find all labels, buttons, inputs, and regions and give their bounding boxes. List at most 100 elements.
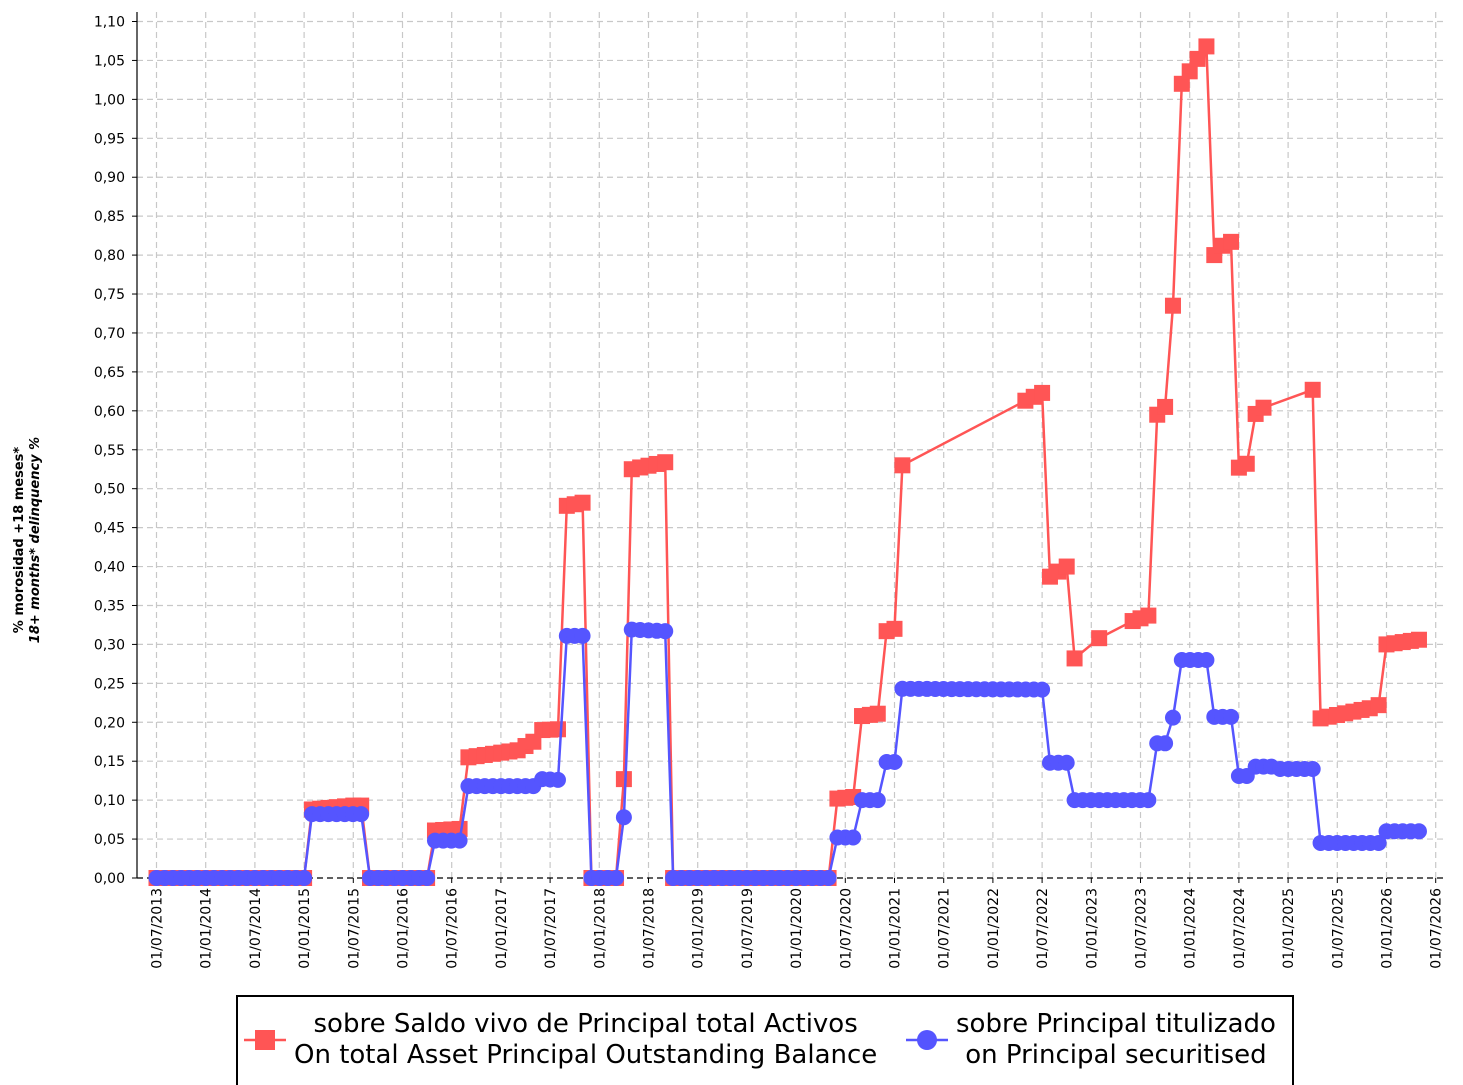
y-tick-label: 0,55 — [94, 443, 125, 459]
y-tick-label: 0,75 — [94, 287, 125, 303]
series-line — [156, 628, 1419, 880]
legend-marker-square-icon — [244, 1030, 286, 1050]
y-tick-label: 0,80 — [94, 248, 125, 264]
data-point — [1091, 630, 1108, 647]
x-tick-label: 01/01/2014 — [199, 888, 215, 969]
data-point — [1140, 792, 1157, 809]
y-tick-label: 0,15 — [94, 754, 125, 770]
y-tick-label: 0,25 — [94, 676, 125, 692]
data-point — [1304, 381, 1321, 398]
data-point — [886, 753, 903, 770]
data-point — [1181, 63, 1198, 80]
data-point — [1058, 754, 1075, 771]
x-tick-label: 01/01/2025 — [1281, 888, 1297, 969]
x-tick-label: 01/07/2022 — [1035, 888, 1051, 969]
data-point — [615, 771, 632, 788]
data-point — [1034, 384, 1051, 401]
data-point — [608, 870, 625, 886]
x-tick-label: 01/01/2026 — [1380, 888, 1396, 969]
data-point — [1173, 75, 1190, 92]
data-point — [1140, 607, 1157, 624]
data-point — [869, 792, 886, 809]
x-tick-label: 01/07/2019 — [740, 888, 756, 969]
x-tick-label: 01/07/2023 — [1134, 888, 1150, 969]
y-axis-label-line1: % morosidad +18 meses* — [12, 446, 27, 634]
chart-legend: sobre Saldo vivo de Principal total Acti… — [236, 995, 1294, 1085]
legend-label-line2: on Principal securitised — [965, 1040, 1267, 1070]
data-point — [657, 623, 674, 640]
x-tick-label: 01/07/2015 — [346, 888, 362, 969]
series-layer — [148, 38, 1427, 886]
x-tick-label: 01/07/2013 — [150, 888, 166, 969]
data-point — [1223, 233, 1240, 250]
y-axis-label-line2: 18+ months* delinquency % — [28, 436, 43, 644]
data-point — [574, 627, 591, 644]
x-tick-label: 01/01/2018 — [592, 888, 608, 969]
data-point — [894, 457, 911, 474]
grid-lines — [137, 12, 1445, 878]
data-point — [1066, 650, 1083, 667]
x-tick-label: 01/07/2017 — [543, 888, 559, 969]
data-point — [657, 454, 674, 471]
data-point — [1164, 297, 1181, 314]
y-tick-label: 0,20 — [94, 715, 125, 731]
delinquency-line-chart: 0,00 0,05 0,10 0,15 0,20 0,25 0,30 0,35 0,40 0,45… — [94, 12, 1445, 969]
x-tick-label: 01/07/2020 — [838, 888, 854, 969]
x-tick-label: 01/07/2018 — [642, 888, 658, 969]
x-tick-label: 01/01/2015 — [297, 888, 313, 969]
y-tick-labels: 0,00 0,05 0,10 0,15 0,20 0,25 0,30 0,35 0,40 0,45… — [94, 15, 125, 888]
data-point — [1370, 697, 1387, 714]
x-tick-label: 01/01/2019 — [691, 888, 707, 969]
legend-marker-circle-icon — [906, 1030, 948, 1050]
y-tick-label: 0,90 — [94, 170, 125, 186]
legend-item-total-assets: sobre Saldo vivo de Principal total Acti… — [244, 1009, 877, 1071]
x-tick-label: 01/07/2024 — [1232, 888, 1248, 969]
x-tick-label: 01/01/2024 — [1183, 888, 1199, 969]
y-tick-label: 0,45 — [94, 521, 125, 537]
y-tick-label: 0,35 — [94, 598, 125, 614]
data-point — [1410, 823, 1427, 840]
y-tick-label: 0,85 — [94, 209, 125, 225]
data-point — [615, 809, 632, 826]
data-point — [1198, 651, 1215, 668]
data-point — [1410, 631, 1427, 648]
series-1 — [148, 621, 1427, 886]
y-tick-label: 0,50 — [94, 482, 125, 498]
data-point — [451, 832, 468, 849]
x-tick-label: 01/07/2026 — [1429, 888, 1445, 969]
x-tick-label: 01/01/2016 — [396, 888, 412, 969]
legend-label-line1: sobre Saldo vivo de Principal total Acti… — [313, 1009, 858, 1039]
data-point — [1157, 398, 1174, 415]
data-point — [1238, 455, 1255, 472]
y-tick-label: 0,70 — [94, 326, 125, 342]
x-tick-label: 01/07/2025 — [1330, 888, 1346, 969]
y-tick-label: 1,10 — [94, 15, 125, 31]
data-point — [886, 620, 903, 637]
x-tick-label: 01/01/2022 — [986, 888, 1002, 969]
y-tick-label: 0,95 — [94, 131, 125, 147]
x-tick-labels: 01/07/2013 01/01/2014 01/07/2014 01/01/2015… — [150, 888, 1445, 969]
y-axis-label: % morosidad +18 meses* 18+ months* delin… — [8, 390, 48, 690]
data-point — [1058, 558, 1075, 575]
legend-item-securitised: sobre Principal titulizado on Principal … — [906, 1009, 1276, 1071]
data-point — [353, 806, 370, 823]
data-point — [1255, 399, 1272, 416]
data-point — [419, 870, 436, 886]
data-point — [1223, 708, 1240, 725]
y-tick-label: 1,00 — [94, 92, 125, 108]
data-point — [845, 829, 862, 846]
series-0 — [148, 38, 1427, 886]
data-point — [451, 820, 468, 837]
x-tick-label: 01/01/2017 — [494, 888, 510, 969]
x-tick-label: 01/07/2021 — [937, 888, 953, 969]
y-tick-label: 0,05 — [94, 832, 125, 848]
x-tick-label: 01/01/2021 — [888, 888, 904, 969]
data-point — [549, 721, 566, 738]
data-point — [820, 870, 837, 886]
data-point — [574, 494, 591, 511]
x-tick-label: 01/01/2023 — [1084, 888, 1100, 969]
data-point — [869, 705, 886, 722]
y-tick-label: 0,60 — [94, 404, 125, 420]
legend-label-line1: sobre Principal titulizado — [956, 1009, 1276, 1039]
y-tick-label: 0,65 — [94, 365, 125, 381]
